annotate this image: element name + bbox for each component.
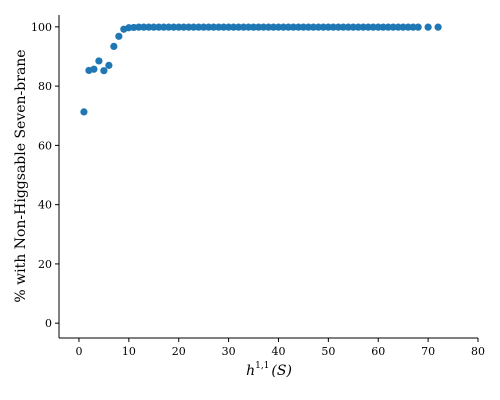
data-point <box>364 23 372 31</box>
y-tick-label: 40 <box>38 199 52 212</box>
data-point <box>215 23 223 31</box>
y-tick-label: 60 <box>38 139 52 152</box>
data-point <box>185 23 193 31</box>
data-point <box>414 23 422 31</box>
data-point <box>110 42 118 51</box>
x-axis-label-superscript: 1,1 <box>255 361 269 371</box>
data-point <box>205 23 213 31</box>
data-point <box>339 23 347 31</box>
data-point <box>200 23 208 31</box>
data-point <box>284 23 293 31</box>
data-point <box>344 23 352 31</box>
data-point <box>244 23 253 31</box>
data-point <box>115 32 123 40</box>
data-point <box>259 23 268 31</box>
data-point <box>80 108 88 116</box>
axes <box>58 15 478 339</box>
x-tick-label: 0 <box>75 345 82 358</box>
data-point <box>384 23 392 31</box>
data-point <box>369 23 377 31</box>
x-tick-label: 60 <box>371 345 385 358</box>
data-point <box>269 23 278 31</box>
data-point <box>424 23 432 31</box>
data-point <box>319 23 327 31</box>
data-point <box>409 23 417 31</box>
x-tick-label: 70 <box>421 345 435 358</box>
data-point <box>170 23 178 31</box>
data-point <box>220 23 228 31</box>
data-point <box>294 23 303 31</box>
data-point <box>145 23 153 31</box>
data-point <box>349 23 357 31</box>
data-point <box>100 67 108 75</box>
data-point <box>229 23 238 31</box>
data-point <box>299 23 308 31</box>
x-axis-label: h1,1 (S) <box>246 361 292 379</box>
data-point <box>140 23 148 31</box>
data-point <box>379 23 387 31</box>
data-point <box>309 23 317 31</box>
data-point <box>254 23 263 31</box>
data-point <box>90 65 98 73</box>
x-axis-label-symbol: h <box>246 363 255 379</box>
data-point <box>150 23 158 31</box>
data-point <box>434 23 442 31</box>
y-tick-label: 0 <box>45 317 52 330</box>
data-point <box>329 23 337 31</box>
data-point <box>389 23 397 31</box>
data-point <box>399 23 407 31</box>
data-point <box>165 23 173 31</box>
data-point <box>105 61 113 69</box>
data-point <box>234 23 243 31</box>
data-point <box>195 23 203 31</box>
x-tick-label: 80 <box>471 345 485 358</box>
y-tick-label: 20 <box>38 258 52 271</box>
data-point <box>354 23 362 31</box>
data-point <box>374 23 382 31</box>
x-axis-label-argument: (S) <box>271 363 292 379</box>
data-point <box>210 23 218 31</box>
x-tick-label: 40 <box>271 345 285 358</box>
data-point <box>404 23 412 31</box>
data-point <box>249 23 258 31</box>
x-tick-label: 20 <box>172 345 186 358</box>
data-point <box>334 23 342 31</box>
data-point <box>135 23 143 31</box>
x-tick-label: 50 <box>321 345 335 358</box>
data-point <box>224 23 233 31</box>
data-point <box>289 23 298 31</box>
ticks: 0 10 20 30 40 50 60 70 80 0 20 40 60 80 100 <box>31 21 485 358</box>
data-point <box>279 23 288 31</box>
data-point <box>274 23 283 31</box>
data-point <box>359 23 367 31</box>
data-point <box>175 23 183 31</box>
data-points <box>80 23 442 116</box>
data-point <box>304 23 313 31</box>
data-point <box>160 23 168 31</box>
data-point <box>190 23 198 31</box>
data-point <box>95 57 103 65</box>
data-point <box>324 23 332 31</box>
x-tick-label: 10 <box>122 345 136 358</box>
y-tick-label: 100 <box>31 21 52 34</box>
data-point <box>394 23 402 31</box>
data-point <box>314 23 322 31</box>
data-point <box>239 23 248 31</box>
y-tick-label: 80 <box>38 80 52 93</box>
y-axis-label: % with Non-Higgsable Seven-brane <box>13 49 29 302</box>
data-point <box>155 23 163 31</box>
data-point <box>264 23 273 31</box>
x-tick-label: 30 <box>222 345 236 358</box>
data-point <box>180 23 188 31</box>
